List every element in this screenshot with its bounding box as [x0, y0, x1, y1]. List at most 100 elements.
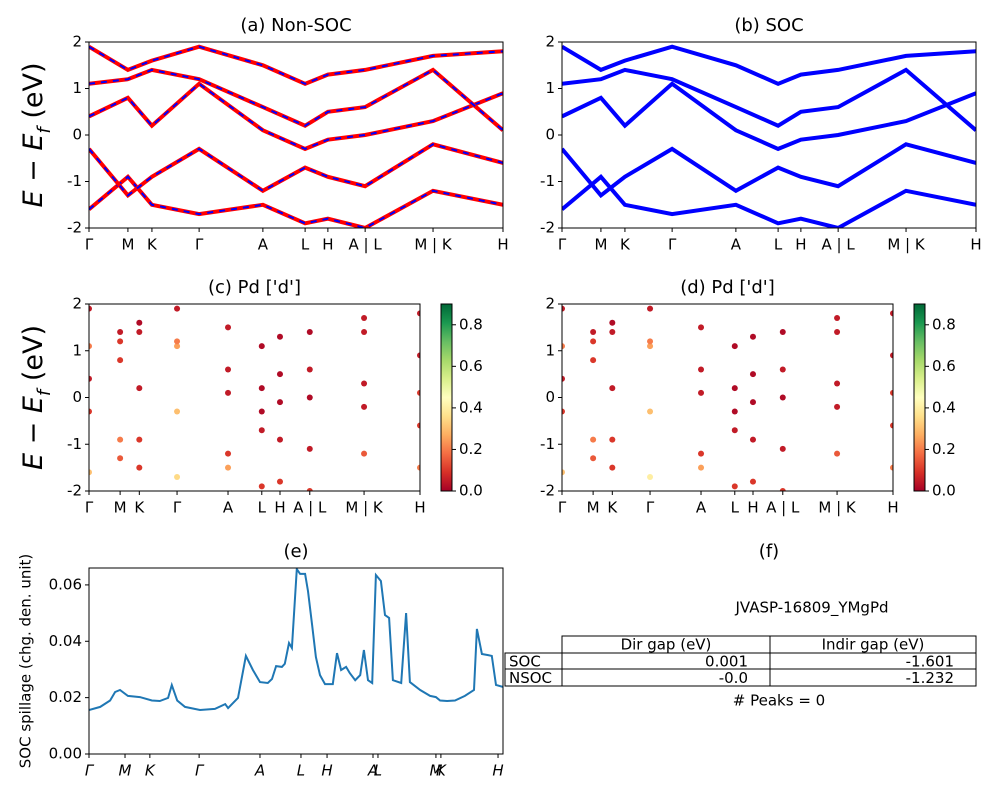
y-tick-label: -2: [67, 482, 82, 500]
table-note: # Peaks = 0: [733, 692, 825, 710]
weight-point: [749, 333, 756, 340]
weight-point: [306, 445, 313, 452]
weight-point: [609, 436, 616, 443]
spillage-line: [89, 568, 503, 712]
weight-point: [89, 343, 92, 350]
x-tick-label: K: [436, 762, 447, 780]
weight-point: [834, 380, 841, 387]
band-line: [89, 81, 503, 152]
y-tick-label: 0.02: [49, 688, 82, 706]
weight-point: [417, 310, 420, 317]
colorbar: [440, 303, 453, 492]
weight-point: [647, 408, 654, 415]
band-line-dashed: [89, 143, 503, 197]
weight-point: [749, 436, 756, 443]
weight-point: [590, 455, 597, 462]
x-tick-label: K: [607, 499, 618, 517]
weight-point: [609, 385, 616, 392]
y-axis-label-part: E − E: [18, 134, 49, 208]
weight-point: [779, 329, 786, 336]
x-tick-label: Γ: [173, 499, 182, 517]
x-tick-label: M: [121, 236, 134, 254]
weight-point: [590, 357, 597, 364]
axes-frame: [561, 41, 977, 229]
x-tick-label: M | K: [414, 236, 453, 254]
table-header: Dir gap (eV): [621, 636, 712, 654]
weight-point: [225, 389, 232, 396]
x-tick-label: Γ: [558, 236, 567, 254]
band-line: [89, 142, 503, 199]
table-caption: JVASP-16809_YMgPd: [734, 599, 888, 618]
weight-point: [609, 329, 616, 336]
x-tick-label: H: [887, 499, 898, 517]
weight-point: [731, 427, 738, 434]
band-line-dashed: [89, 45, 503, 85]
table-cell: -1.232: [906, 669, 954, 687]
weight-point: [609, 319, 616, 326]
axes-frame: [561, 303, 894, 492]
weight-point: [590, 338, 597, 345]
weight-point: [89, 305, 92, 312]
colorbar-tick-label: 0.8: [932, 315, 956, 333]
weight-point: [225, 464, 232, 471]
weight-point: [276, 478, 283, 485]
x-tick-label: M: [114, 499, 127, 517]
x-tick-label: M | K: [818, 499, 857, 517]
y-tick-label: -2: [540, 219, 555, 237]
colorbar-tick-label: 0.8: [459, 315, 483, 333]
y-tick-label: 1: [72, 79, 82, 97]
x-tick-label: H: [322, 236, 333, 254]
weight-point: [117, 436, 124, 443]
weight-point: [361, 403, 368, 410]
weight-point: [562, 375, 565, 382]
x-tick-label: A: [696, 499, 707, 517]
weight-point: [779, 394, 786, 401]
y-tick-label: 0: [545, 388, 555, 406]
weight-point: [834, 315, 841, 322]
weight-point: [306, 488, 313, 491]
x-tick-label: A: [258, 236, 269, 254]
x-tick-label: L: [297, 762, 305, 780]
y-tick-label: 1: [72, 341, 82, 359]
plot-area: [89, 44, 503, 228]
y-tick-label: -1: [540, 172, 555, 190]
weight-point: [562, 469, 565, 476]
panel-title: (e): [283, 541, 308, 562]
plot-area: [562, 305, 893, 491]
weight-point: [890, 422, 893, 429]
weight-point: [590, 329, 597, 336]
weight-point: [731, 385, 738, 392]
colorbar: [913, 303, 926, 492]
y-tick-label: -2: [540, 482, 555, 500]
band-line: [562, 173, 976, 228]
band-line: [562, 44, 976, 86]
table-cell: 0.001: [705, 653, 748, 671]
weight-point: [779, 366, 786, 373]
weight-point: [225, 450, 232, 457]
weight-point: [698, 366, 705, 373]
x-tick-label: M: [119, 762, 132, 780]
x-tick-label: M: [594, 236, 607, 254]
weight-point: [361, 329, 368, 336]
x-tick-label: A | L: [293, 499, 327, 517]
weight-point: [174, 473, 181, 480]
y-tick-label: 2: [72, 33, 82, 51]
weight-point: [417, 352, 420, 359]
weight-point: [749, 399, 756, 406]
y-tick-label: 2: [545, 33, 555, 51]
band-line: [562, 81, 976, 152]
x-tick-label: M | K: [345, 499, 384, 517]
plot-area: [89, 568, 503, 712]
weight-point: [590, 436, 597, 443]
y-tick-label: 1: [545, 341, 555, 359]
weight-point: [225, 366, 232, 373]
panel-title: (b) SOC: [734, 15, 803, 36]
weight-point: [562, 408, 565, 415]
y-axis-label-part: f: [34, 387, 55, 396]
y-axis-label: E − Ef (eV): [18, 63, 55, 208]
y-tick-label: -1: [67, 172, 82, 190]
weight-point: [174, 305, 181, 312]
weight-point: [276, 371, 283, 378]
x-tick-label: H: [795, 236, 806, 254]
band-line: [89, 173, 503, 228]
